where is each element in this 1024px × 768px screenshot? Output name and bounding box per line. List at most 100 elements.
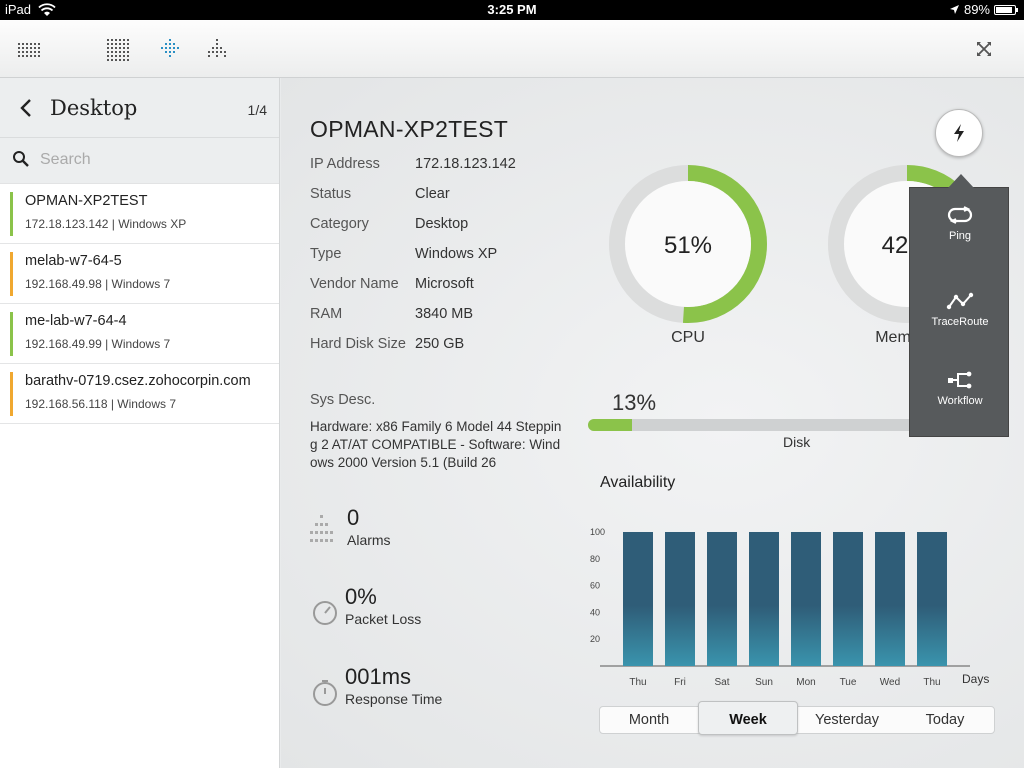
memory-gauge-value: 42	[882, 232, 909, 259]
traceroute-action[interactable]: TraceRoute	[910, 292, 1010, 328]
sys-desc-value: Hardware: x86 Family 6 Model 44 Stepping…	[310, 419, 562, 471]
actions-button[interactable]	[935, 109, 983, 157]
property-key: Hard Disk Size	[310, 336, 406, 352]
x-tick-label: Wed	[880, 677, 900, 688]
cpu-gauge[interactable]: 51%	[608, 164, 768, 324]
y-tick-label: 40	[590, 607, 600, 617]
response-time-value: 001ms	[345, 664, 412, 689]
device-name: barathv-0719.csez.zohocorpin.com	[25, 373, 251, 389]
property-key: RAM	[310, 306, 343, 322]
availability-bar[interactable]	[791, 532, 821, 666]
device-list-item[interactable]: me-lab-w7-64-4 192.168.49.99 | Windows 7	[0, 304, 279, 364]
toolbar	[0, 20, 1024, 78]
status-bar: iPad 3:25 PM 89%	[0, 0, 1024, 20]
status-color-bar	[10, 312, 13, 356]
property-value: 172.18.123.142	[415, 156, 516, 172]
availability-title: Availability	[600, 474, 676, 491]
memory-label: Mem	[875, 329, 911, 346]
menu-grid-icon[interactable]	[18, 43, 40, 57]
x-tick-label: Thu	[923, 677, 940, 688]
device-name: iPad	[5, 2, 32, 17]
disk-progress-fill	[588, 419, 633, 431]
time-range-segmented-control: Month Week Yesterday Today	[599, 701, 995, 735]
network-view-icon[interactable]	[161, 39, 179, 57]
device-list-item[interactable]: barathv-0719.csez.zohocorpin.com 192.168.…	[0, 364, 279, 424]
device-subtitle: 192.168.49.99 | Windows 7	[25, 337, 171, 351]
disk-value: 13%	[612, 390, 657, 415]
availability-bar[interactable]	[917, 532, 947, 666]
search-icon	[13, 151, 29, 167]
traceroute-label: TraceRoute	[931, 316, 989, 328]
ping-label: Ping	[948, 230, 972, 242]
search-input[interactable]	[40, 148, 260, 172]
disk-label: Disk	[783, 434, 811, 450]
tree-view-icon[interactable]	[208, 39, 226, 57]
battery-percent: 89%	[963, 2, 990, 17]
device-subtitle: 192.168.56.118 | Windows 7	[25, 397, 176, 411]
property-value: Clear	[415, 186, 450, 202]
property-row: Status Clear	[310, 186, 516, 216]
x-tick-label: Sat	[714, 677, 729, 688]
device-title: OPMAN-XP2TEST	[310, 116, 509, 142]
x-tick-label: Sun	[755, 677, 773, 688]
device-list: OPMAN-XP2TEST 172.18.123.142 | Windows XP…	[0, 184, 279, 424]
clock: 3:25 PM	[487, 2, 537, 17]
y-tick-label: 100	[590, 527, 605, 537]
speedometer-icon	[313, 601, 337, 625]
battery-icon	[994, 4, 1018, 15]
workflow-icon	[948, 371, 972, 389]
workflow-action[interactable]: Workflow	[910, 371, 1010, 407]
search-bar	[0, 138, 279, 184]
device-properties: IP Address 172.18.123.142 Status Clear Categ…	[310, 156, 516, 366]
packet-loss-value: 0%	[345, 584, 377, 609]
availability-bar[interactable]	[749, 532, 779, 666]
ping-action[interactable]: Ping	[910, 206, 1010, 242]
x-axis-label: Days	[962, 672, 989, 686]
device-list-item[interactable]: melab-w7-64-5 192.168.49.98 | Windows 7	[0, 244, 279, 304]
device-subtitle: 172.18.123.142 | Windows XP	[25, 217, 187, 231]
property-key: IP Address	[310, 156, 380, 172]
sidebar: Desktop 1/4 OPMAN-XP2TEST 172.18.123.142 …	[0, 78, 280, 768]
device-list-item[interactable]: OPMAN-XP2TEST 172.18.123.142 | Windows XP	[0, 184, 279, 244]
property-row: Category Desktop	[310, 216, 516, 246]
y-tick-label: 60	[590, 581, 600, 591]
status-color-bar	[10, 192, 13, 236]
workflow-label: Workflow	[937, 395, 983, 407]
location-icon	[949, 5, 959, 14]
fullscreen-icon[interactable]	[976, 41, 992, 57]
x-tick-label: Fri	[674, 677, 686, 688]
y-tick-label: 80	[590, 554, 600, 564]
sys-desc-label: Sys Desc.	[310, 392, 376, 408]
actions-popover: Ping TraceRoute Workflow	[909, 174, 1010, 437]
back-chevron-icon[interactable]	[18, 98, 34, 118]
segment-week[interactable]: Week	[698, 701, 798, 735]
stopwatch-icon	[313, 680, 337, 706]
device-name: melab-w7-64-5	[25, 253, 122, 269]
property-value: Windows XP	[415, 246, 498, 262]
property-value: 3840 MB	[415, 306, 474, 322]
availability-bar[interactable]	[665, 532, 695, 666]
availability-bar[interactable]	[875, 532, 905, 666]
alarms-metric[interactable]: 0 Alarms	[310, 505, 391, 548]
response-time-label: Response Time	[345, 691, 443, 707]
property-row: IP Address 172.18.123.142	[310, 156, 516, 186]
status-color-bar	[10, 252, 13, 296]
alarms-label: Alarms	[347, 532, 391, 548]
availability-bar[interactable]	[707, 532, 737, 666]
device-name: OPMAN-XP2TEST	[25, 193, 148, 209]
y-tick-label: 20	[590, 634, 600, 644]
lightning-icon	[954, 124, 964, 142]
availability-bar[interactable]	[623, 532, 653, 666]
packet-loss-label: Packet Loss	[345, 611, 422, 627]
availability-bar[interactable]	[833, 532, 863, 666]
segment-month[interactable]: Month	[628, 712, 670, 728]
device-detail-panel: OPMAN-XP2TEST IP Address 172.18.123.142 St…	[281, 78, 1024, 768]
segment-yesterday[interactable]: Yesterday	[815, 712, 879, 728]
property-row: Type Windows XP	[310, 246, 516, 276]
sidebar-header: Desktop 1/4	[0, 78, 279, 138]
segment-today[interactable]: Today	[925, 712, 965, 728]
wifi-icon	[38, 3, 56, 16]
packet-loss-metric[interactable]: 0% Packet Loss	[310, 584, 421, 628]
response-time-metric[interactable]: 001ms Response Time	[310, 664, 442, 708]
dashboard-grid-icon[interactable]	[107, 39, 129, 61]
